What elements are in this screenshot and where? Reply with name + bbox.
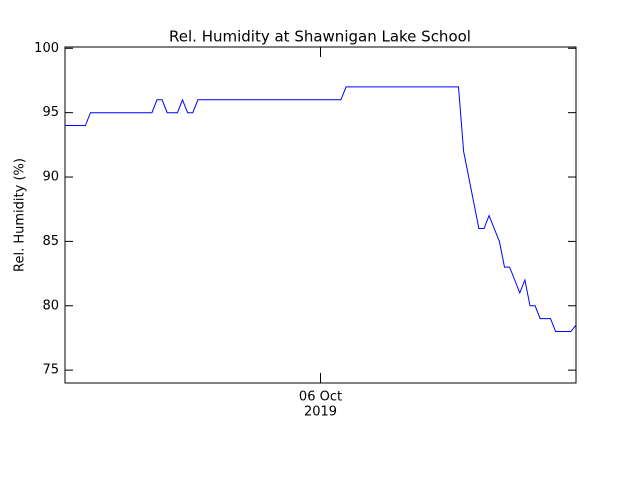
y-tick-label: 75 — [42, 363, 59, 378]
y-tick-label: 100 — [34, 41, 59, 56]
data-line — [65, 86, 577, 332]
y-tick-label: 90 — [42, 170, 59, 185]
y-axis-label: Rel. Humidity (%) — [13, 158, 28, 272]
y-tick-label: 85 — [42, 234, 59, 249]
chart-title: Rel. Humidity at Shawnigan Lake School — [169, 28, 471, 46]
x-tick-label: 06 Oct — [299, 390, 342, 405]
y-tick-label: 95 — [42, 105, 59, 120]
y-tick-label: 80 — [42, 298, 59, 313]
x-tick-year: 2019 — [304, 405, 337, 420]
